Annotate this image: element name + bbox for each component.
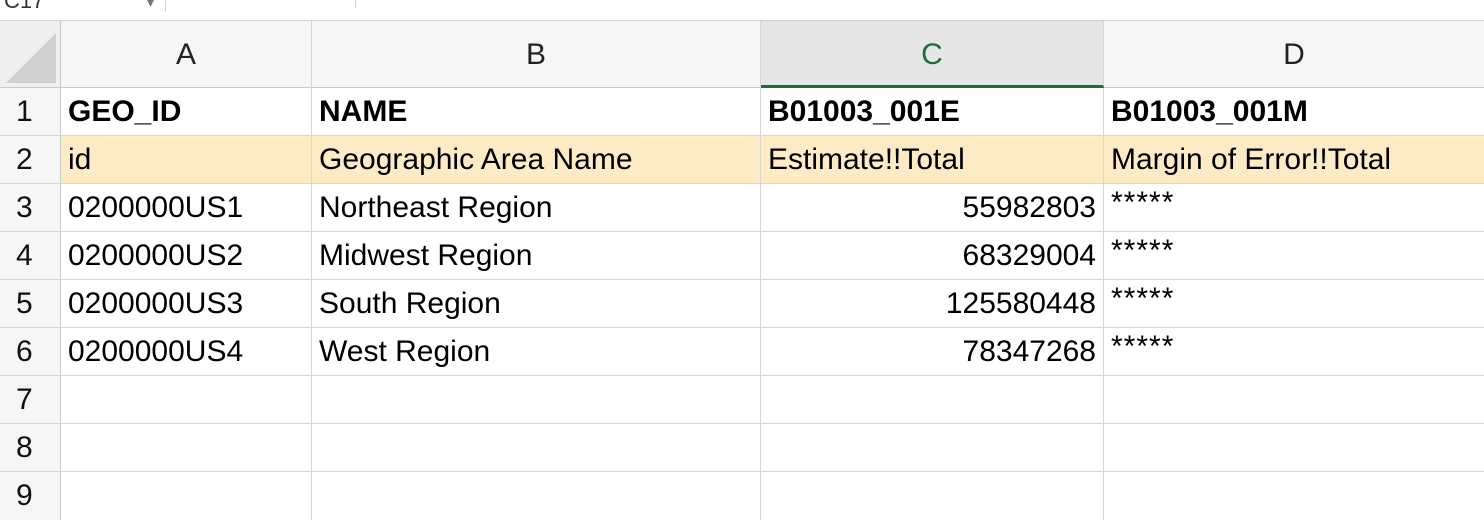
cell-c5[interactable]: 125580448	[761, 280, 1104, 328]
cell-b3[interactable]: Northeast Region	[312, 184, 761, 232]
cell-c4[interactable]: 68329004	[761, 232, 1104, 280]
column-header-b[interactable]: B	[312, 21, 761, 88]
row-header-4[interactable]: 4	[0, 232, 61, 280]
formula-icons	[180, 0, 360, 10]
cell-b6[interactable]: West Region	[312, 328, 761, 376]
cell-a2[interactable]: id	[61, 136, 312, 184]
spreadsheet-grid[interactable]: A B C D 1 2 3 4 5 6 7 8 9 GEO_ID NAME B0…	[0, 21, 1484, 522]
column-header-d[interactable]: D	[1104, 21, 1484, 88]
cell-d1[interactable]: B01003_001M	[1104, 88, 1484, 136]
formula-bar: C17 ▾	[0, 0, 1484, 21]
row-header-2[interactable]: 2	[0, 136, 61, 184]
cell-c3[interactable]: 55982803	[761, 184, 1104, 232]
chevron-down-icon[interactable]: ▾	[146, 0, 154, 10]
cell-b7[interactable]	[312, 376, 761, 424]
select-all-icon	[6, 33, 56, 83]
cell-a3[interactable]: 0200000US1	[61, 184, 312, 232]
cell-d3[interactable]: *****	[1104, 184, 1484, 232]
cell-d6[interactable]: *****	[1104, 328, 1484, 376]
name-box-ref: C17	[4, 0, 45, 13]
cell-b1[interactable]: NAME	[312, 88, 761, 136]
cell-d7[interactable]	[1104, 376, 1484, 424]
cell-d2[interactable]: Margin of Error!!Total	[1104, 136, 1484, 184]
cell-a7[interactable]	[61, 376, 312, 424]
cell-c8[interactable]	[761, 424, 1104, 472]
cell-c1[interactable]: B01003_001E	[761, 88, 1104, 136]
cell-b4[interactable]: Midwest Region	[312, 232, 761, 280]
cell-a6[interactable]: 0200000US4	[61, 328, 312, 376]
row-header-6[interactable]: 6	[0, 328, 61, 376]
cell-b5[interactable]: South Region	[312, 280, 761, 328]
cell-c6[interactable]: 78347268	[761, 328, 1104, 376]
select-all-button[interactable]	[0, 21, 61, 88]
cell-b9[interactable]	[312, 472, 761, 520]
cell-a4[interactable]: 0200000US2	[61, 232, 312, 280]
column-header-a[interactable]: A	[61, 21, 312, 88]
row-header-7[interactable]: 7	[0, 376, 61, 424]
cell-d5[interactable]: *****	[1104, 280, 1484, 328]
cell-b2[interactable]: Geographic Area Name	[312, 136, 761, 184]
divider	[165, 0, 166, 12]
cell-c2[interactable]: Estimate!!Total	[761, 136, 1104, 184]
divider	[355, 0, 356, 8]
row-header-8[interactable]: 8	[0, 424, 61, 472]
cell-d4[interactable]: *****	[1104, 232, 1484, 280]
row-header-9[interactable]: 9	[0, 472, 61, 520]
row-header-5[interactable]: 5	[0, 280, 61, 328]
cell-a8[interactable]	[61, 424, 312, 472]
column-header-c[interactable]: C	[761, 21, 1104, 88]
cell-a5[interactable]: 0200000US3	[61, 280, 312, 328]
cell-d8[interactable]	[1104, 424, 1484, 472]
cell-b8[interactable]	[312, 424, 761, 472]
cell-a1[interactable]: GEO_ID	[61, 88, 312, 136]
cell-c9[interactable]	[761, 472, 1104, 520]
cell-d9[interactable]	[1104, 472, 1484, 520]
cell-c7[interactable]	[761, 376, 1104, 424]
row-header-1[interactable]: 1	[0, 88, 61, 136]
name-box[interactable]: C17 ▾	[0, 0, 160, 14]
cell-a9[interactable]	[61, 472, 312, 520]
row-header-3[interactable]: 3	[0, 184, 61, 232]
